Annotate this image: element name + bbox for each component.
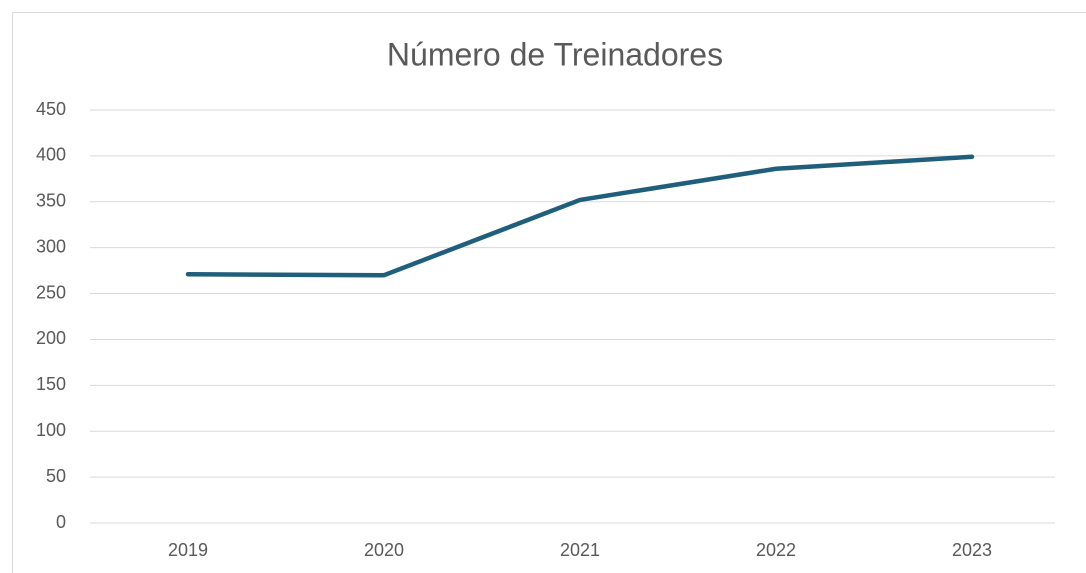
y-tick-label: 50 (46, 466, 66, 486)
y-tick-label: 200 (36, 328, 66, 348)
y-tick-label: 250 (36, 282, 66, 302)
x-tick-label: 2022 (756, 540, 796, 560)
y-tick-label: 300 (36, 236, 66, 256)
y-tick-label: 150 (36, 374, 66, 394)
x-tick-label: 2019 (168, 540, 208, 560)
y-tick-label: 0 (56, 512, 66, 532)
y-tick-label: 350 (36, 191, 66, 211)
data-line (185, 154, 975, 278)
x-tick-label: 2021 (560, 540, 600, 560)
x-tick-label: 2023 (952, 540, 992, 560)
y-tick-label: 400 (36, 145, 66, 165)
chart-border (12, 12, 1086, 573)
x-tick-label: 2020 (364, 540, 404, 560)
y-tick-label: 100 (36, 420, 66, 440)
y-tick-label: 450 (36, 99, 66, 119)
chart-title: Número de Treinadores (387, 36, 723, 72)
